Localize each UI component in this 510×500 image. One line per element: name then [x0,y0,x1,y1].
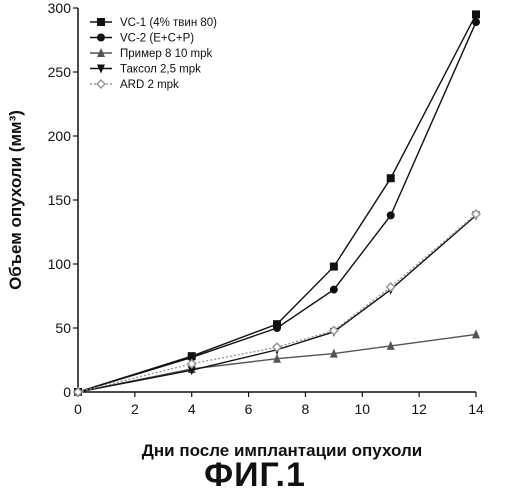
legend-label: VC-2 (E+C+P) [120,33,194,45]
data-point [387,174,395,182]
legend-item-2: VC-2 (E+C+P) [90,33,194,45]
data-point [472,18,480,26]
legend-item-5: ARD 2 mpk [90,79,179,91]
series-5 [74,210,480,396]
data-point [273,324,281,332]
y-tick-label: 200 [48,128,72,144]
legend: VC-1 (4% твин 80) VC-2 (E+C+P) Пример 8 10… [90,17,217,91]
x-tick-label: 4 [188,401,196,417]
legend-item-3: Пример 8 10 mpk [90,48,213,60]
legend-item-1: VC-1 (4% твин 80) [90,17,217,29]
series-line [78,22,476,392]
data-point [472,329,480,338]
legend-marker [97,80,105,88]
tumor-volume-chart: 0 2 4 6 8 10 12 14 0 50 100 150 200 250 300 VC-1 (4% … [0,0,510,460]
legend-marker [97,18,105,26]
series-line [78,214,476,392]
x-tick-label: 0 [74,401,82,417]
y-tick-label: 0 [63,384,71,400]
data-point [387,283,395,291]
data-point [387,211,395,219]
legend-label: Пример 8 10 mpk [120,48,213,60]
data-point [472,10,480,18]
figure-caption: ФИГ.1 [0,456,510,495]
series-line [78,215,476,392]
legend-label: Таксол 2,5 mpk [120,64,201,76]
x-ticks: 0 2 4 6 8 10 12 14 [74,392,484,417]
y-tick-label: 300 [48,0,72,16]
data-point [330,286,338,294]
series-4 [74,211,480,397]
y-tick-label: 100 [48,256,72,272]
data-point [330,263,338,271]
legend-item-4: Таксол 2,5 mpk [90,64,201,76]
legend-label: ARD 2 mpk [120,79,179,91]
x-tick-label: 2 [131,401,139,417]
x-tick-label: 14 [468,401,484,417]
legend-marker [97,34,105,42]
legend-label: VC-1 (4% твин 80) [120,17,217,29]
y-tick-label: 250 [48,64,72,80]
x-tick-label: 12 [411,401,427,417]
x-tick-label: 6 [245,401,253,417]
y-ticks: 0 50 100 150 200 250 300 [48,0,78,400]
series-3 [74,329,480,396]
x-tick-label: 8 [302,401,310,417]
y-axis-label: Объем опухоли (мм³) [6,110,25,290]
y-tick-label: 150 [48,192,72,208]
y-tick-label: 50 [55,320,71,336]
x-tick-label: 10 [354,401,370,417]
